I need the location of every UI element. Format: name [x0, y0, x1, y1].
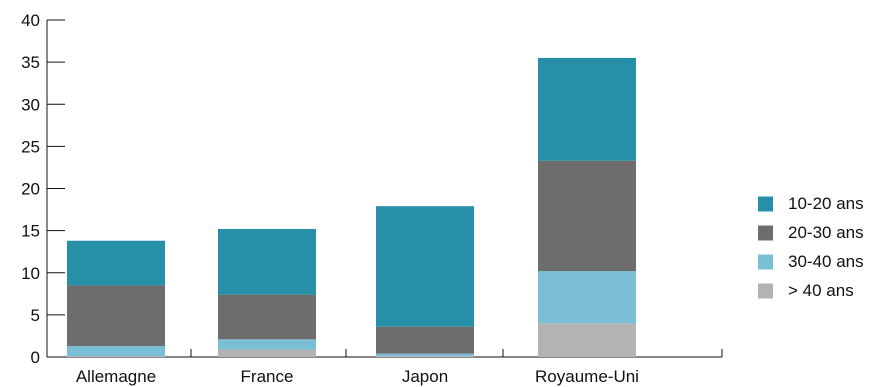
legend-label: 20-30 ans — [788, 223, 864, 242]
y-tick-label: 35 — [21, 53, 40, 72]
bar-segment — [218, 228, 316, 295]
y-tick-label: 25 — [21, 137, 40, 156]
bar-segment — [67, 346, 165, 357]
y-tick-label: 30 — [21, 95, 40, 114]
legend-label: > 40 ans — [788, 281, 854, 300]
legend-label: 30-40 ans — [788, 252, 864, 271]
y-tick-label: 40 — [21, 11, 40, 30]
bar-segment — [218, 349, 316, 357]
bar-segment — [538, 323, 636, 357]
x-category-label: Japon — [402, 367, 448, 386]
y-tick-label: 5 — [31, 306, 40, 325]
x-category-label: Royaume-Uni — [535, 367, 639, 386]
y-tick-label: 15 — [21, 222, 40, 241]
legend: 10-20 ans 20-30 ans 30-40 ans > 40 ans — [758, 194, 864, 300]
bar-segment — [67, 356, 165, 357]
bar-segment — [67, 240, 165, 286]
bar-segment — [538, 57, 636, 161]
x-category-label: France — [241, 367, 294, 386]
y-tick-label: 0 — [31, 348, 40, 367]
bar-segment — [67, 285, 165, 347]
legend-swatch — [758, 225, 773, 241]
y-tick-label: 20 — [21, 180, 40, 199]
bar-segment — [376, 353, 474, 357]
bar-segment — [218, 294, 316, 340]
legend-swatch — [758, 196, 773, 212]
bar-segment — [376, 206, 474, 327]
bar-segment — [376, 326, 474, 354]
bar-segment — [538, 271, 636, 324]
bar-segment — [218, 339, 316, 350]
y-axis: 0 5 10 15 20 25 30 35 40 — [21, 11, 65, 367]
x-category-label: Allemagne — [76, 367, 156, 386]
legend-label: 10-20 ans — [788, 194, 864, 213]
bar-segment — [538, 160, 636, 272]
bars-group — [67, 57, 636, 357]
y-tick-label: 10 — [21, 264, 40, 283]
legend-swatch — [758, 254, 773, 270]
bar-segment — [376, 356, 474, 357]
legend-swatch — [758, 283, 773, 299]
